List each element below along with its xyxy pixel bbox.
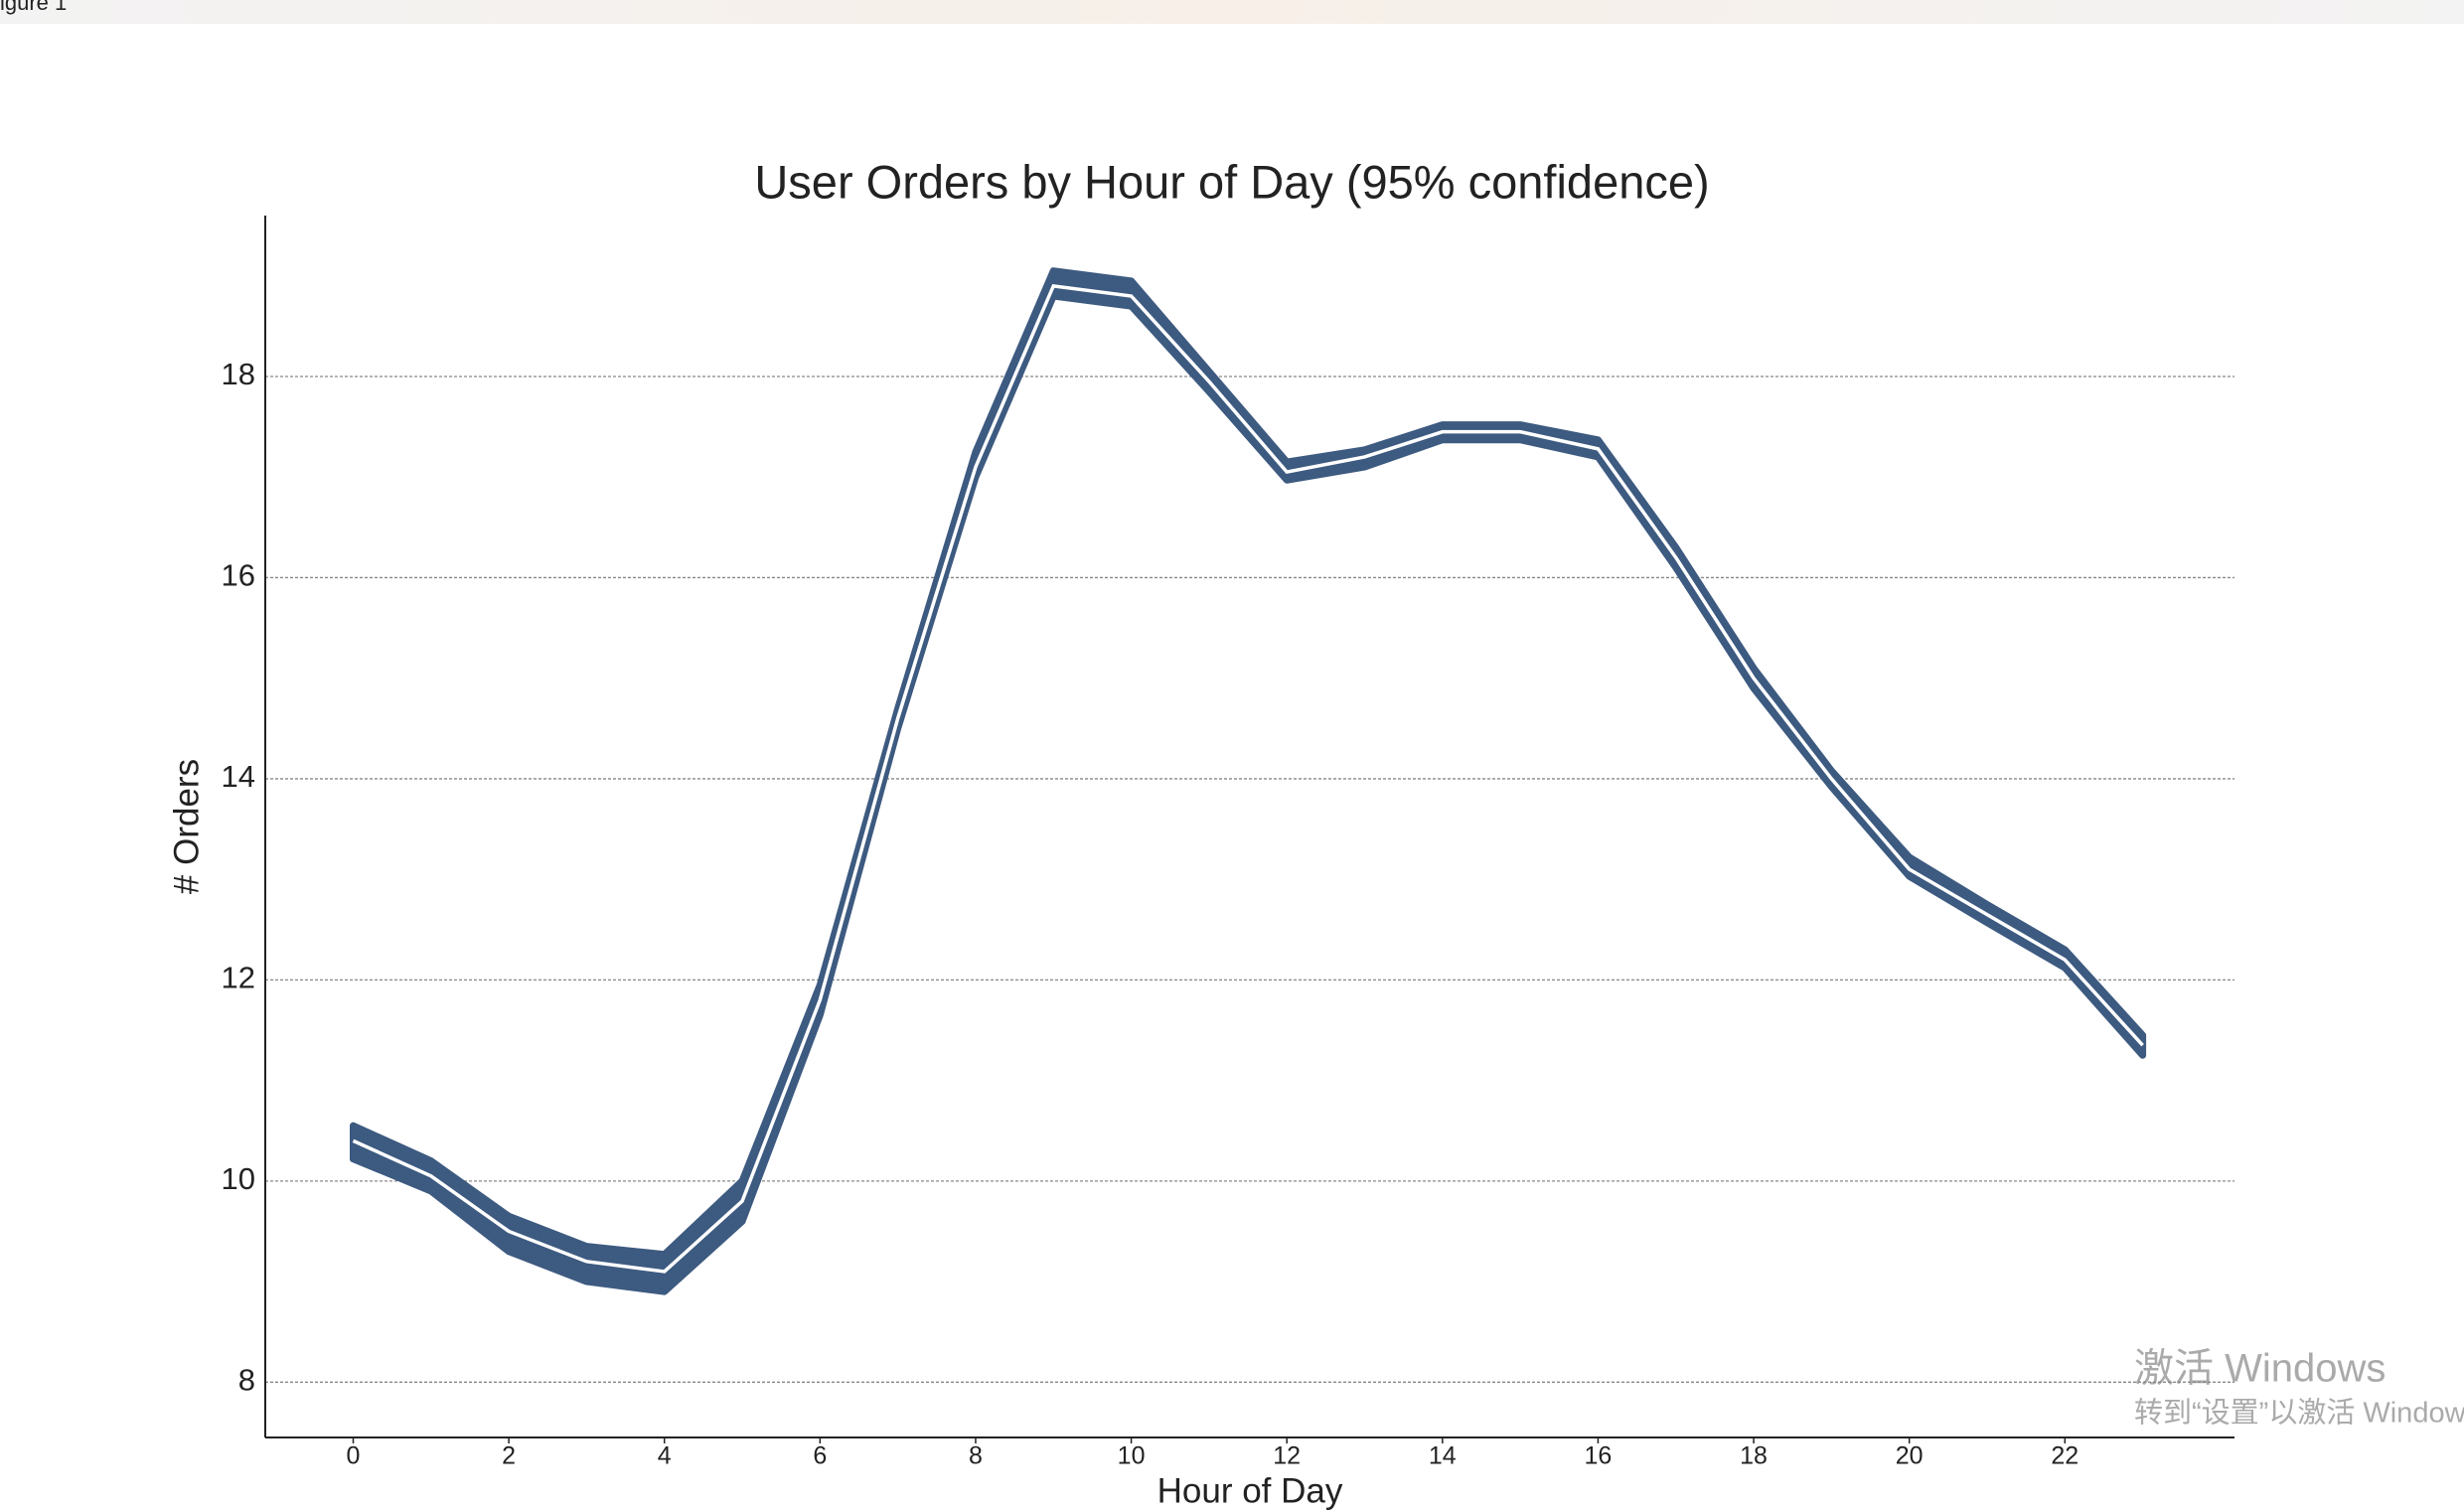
x-tick-label: 6 [813,1442,827,1470]
x-tick-label: 16 [1585,1442,1613,1470]
confidence-band [349,267,2147,1295]
y-tick-label: 14 [222,759,255,794]
watermark: 转到“设置”以激活 Windows [2134,1397,2464,1430]
x-tick-label: 20 [1896,1442,1924,1470]
x-tick-label: 14 [1429,1442,1457,1470]
x-tick-label: 2 [502,1442,516,1470]
x-axis-label: Hour of Day [1157,1471,1343,1510]
y-tick-label: 18 [222,357,255,391]
x-tick-label: 0 [347,1442,361,1470]
y-axis-label: # Orders [167,759,206,894]
y-tick-label: 16 [222,558,255,593]
x-tick-label: 12 [1273,1442,1301,1470]
chart-title: User Orders by Hour of Day (95% confiden… [754,155,1709,208]
x-tick-label: 10 [1118,1442,1146,1470]
y-tick-label: 12 [222,961,255,995]
x-tick-label: 18 [1740,1442,1768,1470]
mean-line [352,283,2144,1274]
y-tick-label: 8 [238,1363,255,1398]
window-title: igure 1 [0,0,67,15]
title-bar [0,0,2464,24]
x-tick-label: 22 [2051,1442,2079,1470]
watermark: 激活 Windows [2134,1347,2386,1391]
y-tick-label: 10 [222,1161,255,1196]
x-tick-label: 8 [969,1442,983,1470]
x-tick-label: 4 [658,1442,672,1470]
